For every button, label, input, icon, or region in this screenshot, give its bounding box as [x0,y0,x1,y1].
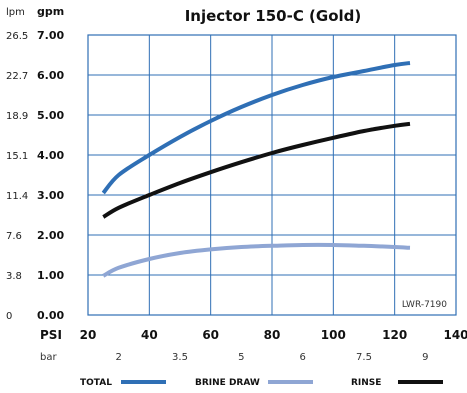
x-tick-label-psi: 100 [321,328,346,342]
y-tick-label-lpm: 22.7 [6,71,28,82]
y-tick-label-lpm: 3.8 [6,271,22,282]
legend-label-rinse: RINSE [351,378,381,388]
chart-title: Injector 150-C (Gold) [185,7,362,25]
x-tick-label-bar: 2 [115,352,121,363]
x-tick-label-psi: 20 [80,328,97,342]
x-tick-label-psi: 80 [264,328,281,342]
y-tick-label-gpm: 6.00 [37,69,64,82]
x-tick-label-bar: 3.5 [172,352,188,363]
data-series [101,61,411,278]
x-tick-label-bar: 9 [422,352,428,363]
chart-note: LWR-7190 [402,300,447,310]
y-tick-label-lpm: 0 [6,311,12,322]
x-axis-ticks: 20 40 60 80 100 120 140 2 3.5 5 6 7.5 9 [80,328,467,363]
x-tick-label-bar: 6 [299,352,305,363]
legend-label-brine-draw: BRINE DRAW [195,378,260,388]
x-tick-label-bar: 7.5 [356,352,372,363]
y-tick-label-gpm: 2.00 [37,229,64,242]
series-line-rinse [102,121,411,219]
y-tick-label-gpm: 1.00 [37,269,64,282]
y-tick-label-lpm: 15.1 [6,151,28,162]
x-tick-label-psi: 120 [382,328,407,342]
series-line-total [101,61,411,195]
x-unit-bar: bar [40,352,57,363]
y-tick-label-gpm: 0.00 [37,309,64,322]
y-axis-ticks: 0.00 0 1.00 3.8 2.00 7.6 3.00 11.4 4.00 15.1 5.00 1… [6,29,64,322]
y-tick-label-gpm: 5.00 [37,109,64,122]
x-tick-label-psi: 40 [141,328,158,342]
legend: TOTAL BRINE DRAW RINSE [80,378,443,388]
y-tick-label-lpm: 18.9 [6,111,28,122]
y-tick-label-lpm: 26.5 [6,31,28,42]
x-tick-label-psi: 60 [202,328,219,342]
x-unit-psi: PSI [40,328,62,342]
y-tick-label-lpm: 11.4 [6,191,28,202]
series-line-brine-draw [102,242,411,278]
y-tick-label-gpm: 7.00 [37,29,64,42]
x-tick-label-bar: 5 [238,352,244,363]
y-unit-left: lpm [6,7,25,18]
y-tick-label-gpm: 3.00 [37,189,64,202]
y-tick-label-gpm: 4.00 [37,149,64,162]
y-unit-right: gpm [37,5,64,18]
y-tick-label-lpm: 7.6 [6,231,22,242]
x-tick-label-psi: 140 [443,328,467,342]
legend-label-total: TOTAL [80,378,112,388]
